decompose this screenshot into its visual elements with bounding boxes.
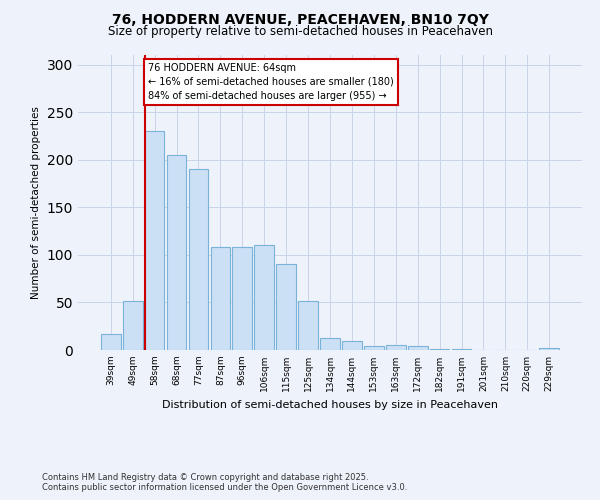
Bar	[386, 345, 406, 350]
Text: 76, HODDERN AVENUE, PEACEHAVEN, BN10 7QY: 76, HODDERN AVENUE, PEACEHAVEN, BN10 7QY	[112, 12, 488, 26]
Bar	[123, 300, 143, 350]
Bar	[254, 246, 274, 350]
X-axis label: Distribution of semi-detached houses by size in Peacehaven: Distribution of semi-detached houses by …	[162, 400, 498, 409]
Text: 76 HODDERN AVENUE: 64sqm
← 16% of semi-detached houses are smaller (180)
84% of : 76 HODDERN AVENUE: 64sqm ← 16% of semi-d…	[148, 62, 394, 100]
Text: Size of property relative to semi-detached houses in Peacehaven: Size of property relative to semi-detach…	[107, 25, 493, 38]
Bar	[145, 131, 164, 350]
Bar	[188, 169, 208, 350]
Bar	[342, 342, 362, 350]
Bar	[408, 346, 428, 350]
Bar	[364, 346, 384, 350]
Bar	[232, 247, 252, 350]
Bar	[320, 338, 340, 350]
Bar	[539, 348, 559, 350]
Bar	[452, 349, 472, 350]
Bar	[211, 247, 230, 350]
Text: Contains HM Land Registry data © Crown copyright and database right 2025.
Contai: Contains HM Land Registry data © Crown c…	[42, 473, 407, 492]
Bar	[167, 155, 187, 350]
Bar	[298, 300, 318, 350]
Bar	[430, 349, 449, 350]
Bar	[276, 264, 296, 350]
Y-axis label: Number of semi-detached properties: Number of semi-detached properties	[31, 106, 41, 299]
Bar	[101, 334, 121, 350]
Title: 76, HODDERN AVENUE, PEACEHAVEN, BN10 7QY
Size of property relative to semi-detac: 76, HODDERN AVENUE, PEACEHAVEN, BN10 7QY…	[0, 499, 1, 500]
